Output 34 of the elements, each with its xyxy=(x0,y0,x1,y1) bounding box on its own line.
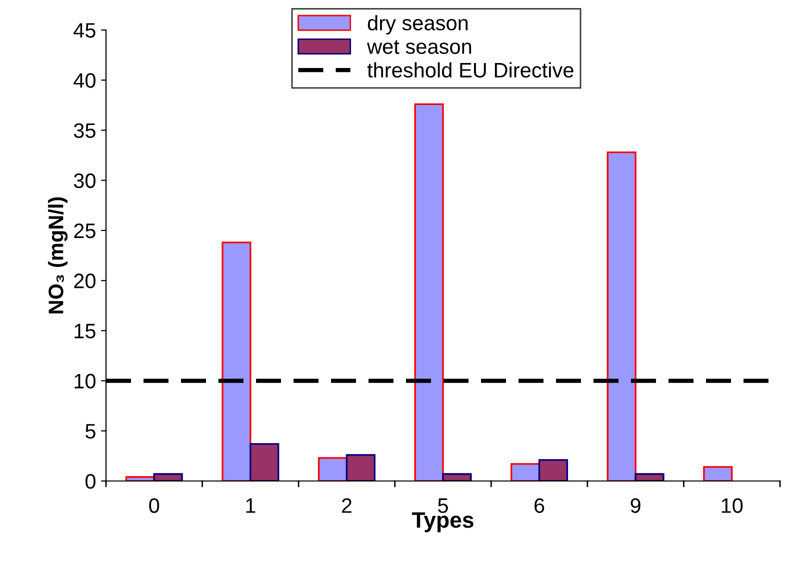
y-axis-title: NO₃ (mgN/l) xyxy=(48,197,68,314)
bar xyxy=(153,473,183,481)
bar xyxy=(222,242,252,481)
y-tick-label: 45 xyxy=(74,23,96,38)
x-tick-label: 0 xyxy=(149,498,160,513)
y-tick-label: 20 xyxy=(74,274,96,288)
bar xyxy=(703,466,733,481)
x-axis-title: Types xyxy=(412,512,474,532)
y-tick-label: 0 xyxy=(86,474,96,489)
bar xyxy=(510,463,540,481)
bar xyxy=(634,473,664,481)
bar xyxy=(250,443,280,481)
y-tick-label: 15 xyxy=(74,324,96,338)
y-tick-label: 25 xyxy=(74,223,96,238)
bar xyxy=(346,454,376,481)
bar xyxy=(606,151,636,481)
y-tick-label: 30 xyxy=(74,173,96,188)
x-tick-label: 5 xyxy=(438,498,448,513)
x-tick-label: 10 xyxy=(722,498,743,513)
bar xyxy=(538,459,568,481)
legend-label: wet season xyxy=(366,40,472,54)
bar xyxy=(442,473,472,481)
bar xyxy=(414,103,444,481)
y-tick-label: 35 xyxy=(74,123,96,138)
legend-label: threshold EU Directive xyxy=(367,62,574,78)
y-tick-label: 40 xyxy=(74,73,96,88)
x-tick-label: 1 xyxy=(246,498,256,513)
bar xyxy=(318,457,348,481)
x-tick-label: 6 xyxy=(534,498,544,513)
x-tick-label: 9 xyxy=(630,498,640,513)
y-tick-label: 10 xyxy=(74,374,96,389)
y-tick-label: 5 xyxy=(86,424,96,439)
legend-label: dry season xyxy=(368,15,468,35)
x-tick-label: 2 xyxy=(342,498,352,513)
